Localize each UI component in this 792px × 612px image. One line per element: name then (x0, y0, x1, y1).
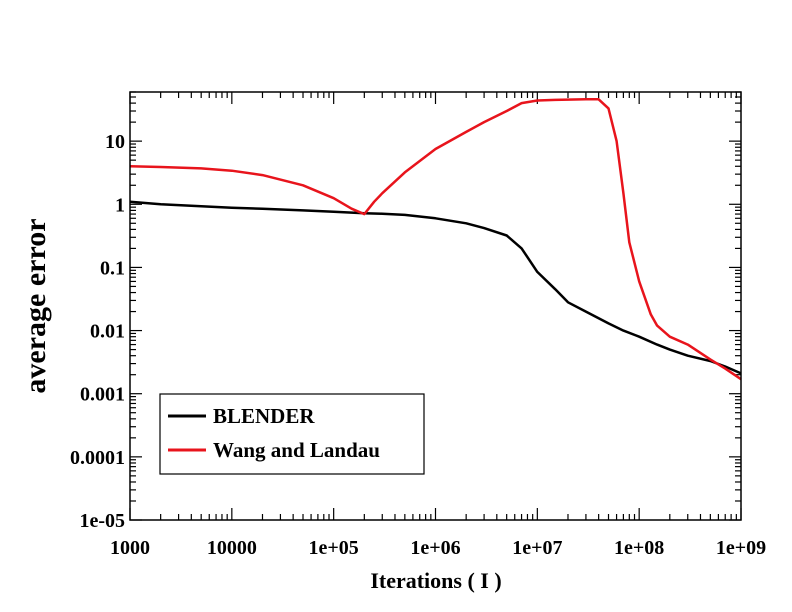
y-tick-label: 0.1 (100, 257, 125, 279)
series-lines (129, 98, 742, 381)
y-tick-label: 1e-05 (79, 510, 125, 532)
x-tick-label: 1e+06 (410, 537, 460, 559)
y-tick-label: 10 (105, 131, 125, 153)
x-axis-title: Iterations ( I ) (370, 568, 501, 593)
legend: BLENDER Wang and Landau (159, 393, 425, 475)
x-tick-label: 1e+05 (309, 537, 359, 559)
legend-box (159, 393, 425, 475)
series-line-blender (129, 200, 742, 375)
legend-label-wang-landau: Wang and Landau (213, 438, 380, 462)
x-tick-labels: 1000 10000 1e+05 1e+06 1e+07 1e+08 1e+09 (110, 537, 766, 559)
y-tick-label: 0.01 (90, 321, 125, 343)
y-axis-title: average error (19, 218, 52, 393)
x-tick-label: 10000 (207, 537, 257, 559)
y-tick-label: 0.0001 (70, 447, 125, 469)
series-line-wang-and-landau (129, 98, 742, 381)
x-tick-label: 1e+09 (716, 537, 766, 559)
axis-ticks (129, 91, 742, 521)
y-tick-labels: 1e-05 0.0001 0.001 0.01 0.1 1 10 (70, 131, 125, 532)
x-tick-label: 1e+07 (512, 537, 562, 559)
legend-label-blender: BLENDER (213, 404, 315, 428)
x-tick-label: 1e+08 (614, 537, 664, 559)
x-tick-label: 1000 (110, 537, 150, 559)
plot-frame (129, 91, 742, 521)
y-tick-label: 0.001 (80, 384, 125, 406)
y-tick-label: 1 (115, 194, 125, 216)
